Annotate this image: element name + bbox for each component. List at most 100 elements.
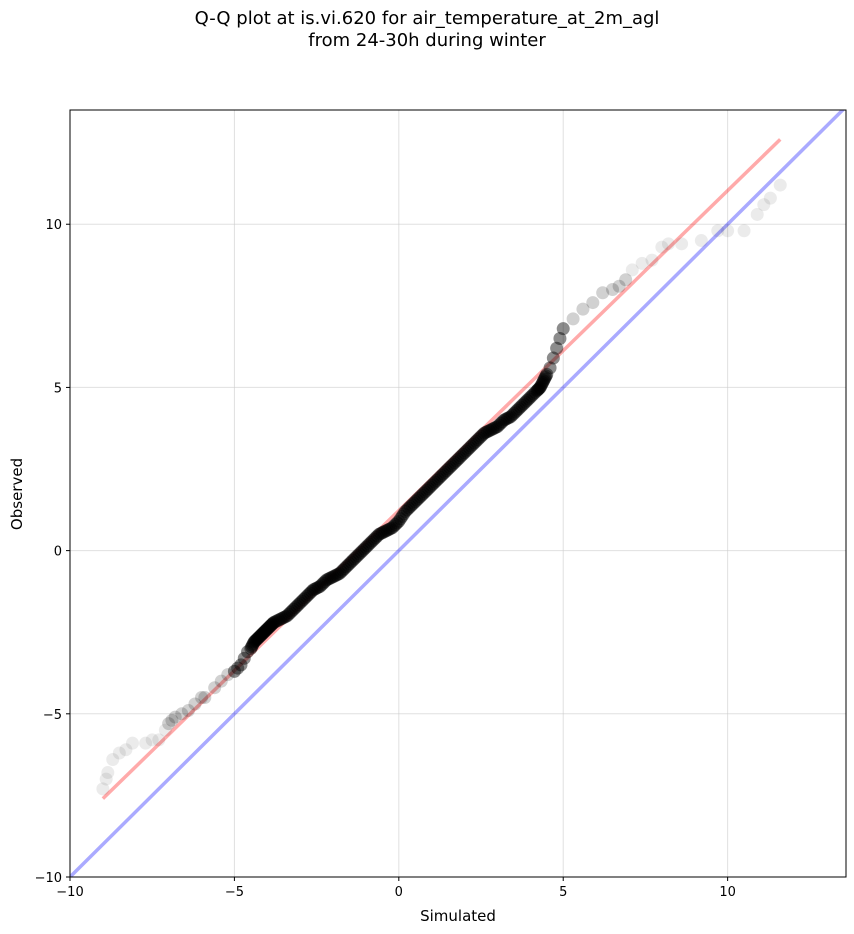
data-point xyxy=(402,501,416,515)
data-point xyxy=(531,383,545,397)
data-point xyxy=(500,411,514,425)
data-point xyxy=(509,405,523,419)
data-point xyxy=(459,444,473,458)
data-point xyxy=(395,509,409,523)
reference-lines xyxy=(70,110,846,877)
data-point xyxy=(301,588,315,602)
data-point xyxy=(188,697,202,711)
data-point xyxy=(530,384,544,398)
data-point xyxy=(377,525,391,539)
data-point xyxy=(451,452,465,466)
data-point xyxy=(453,451,467,465)
data-point xyxy=(292,597,306,611)
data-point xyxy=(262,620,276,634)
data-point xyxy=(162,717,176,731)
data-point xyxy=(540,367,554,381)
data-point xyxy=(96,782,110,796)
data-point xyxy=(246,637,260,651)
data-point xyxy=(248,634,262,648)
data-point xyxy=(398,504,412,518)
data-point xyxy=(290,599,304,613)
data-point xyxy=(484,423,498,437)
data-point xyxy=(456,447,470,461)
data-point xyxy=(328,569,342,583)
data-point xyxy=(260,622,274,636)
data-point xyxy=(265,617,279,631)
data-point xyxy=(523,390,537,404)
data-point xyxy=(476,428,490,442)
data-point xyxy=(423,480,437,494)
data-point xyxy=(458,446,472,460)
data-point xyxy=(342,557,356,571)
data-point xyxy=(482,424,496,438)
data-point xyxy=(258,624,272,638)
data-point xyxy=(293,596,307,610)
data-point xyxy=(550,341,564,355)
data-point xyxy=(477,426,491,440)
data-point xyxy=(379,524,393,538)
data-point xyxy=(306,583,320,597)
data-point xyxy=(227,664,241,678)
data-point xyxy=(254,628,268,642)
data-point xyxy=(323,571,337,585)
data-point xyxy=(513,400,527,414)
data-point xyxy=(261,621,275,635)
data-point xyxy=(773,178,787,192)
data-point xyxy=(245,638,259,652)
data-point xyxy=(425,478,439,492)
x-tick-label: 10 xyxy=(719,885,736,900)
data-point xyxy=(546,351,560,365)
data-point xyxy=(469,434,483,448)
data-point xyxy=(596,286,610,300)
data-point xyxy=(495,415,509,429)
data-point xyxy=(711,224,725,238)
data-point xyxy=(339,560,353,574)
data-point xyxy=(487,421,501,435)
data-point xyxy=(361,539,375,553)
data-point xyxy=(393,512,407,526)
data-point xyxy=(247,635,261,649)
data-point xyxy=(384,522,398,536)
data-point xyxy=(287,602,301,616)
data-point xyxy=(750,207,764,221)
data-point xyxy=(168,710,182,724)
x-tick-label: 0 xyxy=(395,885,403,900)
y-axis-label: Observed xyxy=(8,458,26,530)
data-point xyxy=(504,410,518,424)
data-point xyxy=(145,733,159,747)
data-point xyxy=(405,498,419,512)
identity-line xyxy=(70,110,846,877)
data-point xyxy=(534,379,548,393)
data-point xyxy=(446,457,460,471)
data-point xyxy=(537,372,551,386)
data-point xyxy=(370,529,384,543)
data-point xyxy=(349,550,363,564)
data-point xyxy=(175,707,189,721)
data-point xyxy=(303,586,317,600)
data-point xyxy=(479,425,493,439)
data-point xyxy=(757,198,771,212)
data-point xyxy=(259,624,273,638)
data-point xyxy=(285,604,299,618)
data-point xyxy=(272,613,286,627)
data-point xyxy=(606,283,620,297)
data-point xyxy=(403,500,417,514)
data-point xyxy=(612,279,626,293)
data-point xyxy=(315,578,329,592)
data-point xyxy=(390,516,404,530)
data-point xyxy=(359,540,373,554)
data-point xyxy=(461,442,475,456)
data-point xyxy=(257,625,271,639)
data-point xyxy=(444,459,458,473)
data-point xyxy=(763,191,777,205)
data-point xyxy=(507,407,521,421)
x-axis-label: Simulated xyxy=(420,907,496,925)
data-point xyxy=(354,545,368,559)
data-point xyxy=(152,733,166,747)
data-point xyxy=(269,615,283,629)
data-point xyxy=(420,483,434,497)
data-point xyxy=(528,385,542,399)
data-point xyxy=(263,620,277,634)
data-point xyxy=(264,619,278,633)
